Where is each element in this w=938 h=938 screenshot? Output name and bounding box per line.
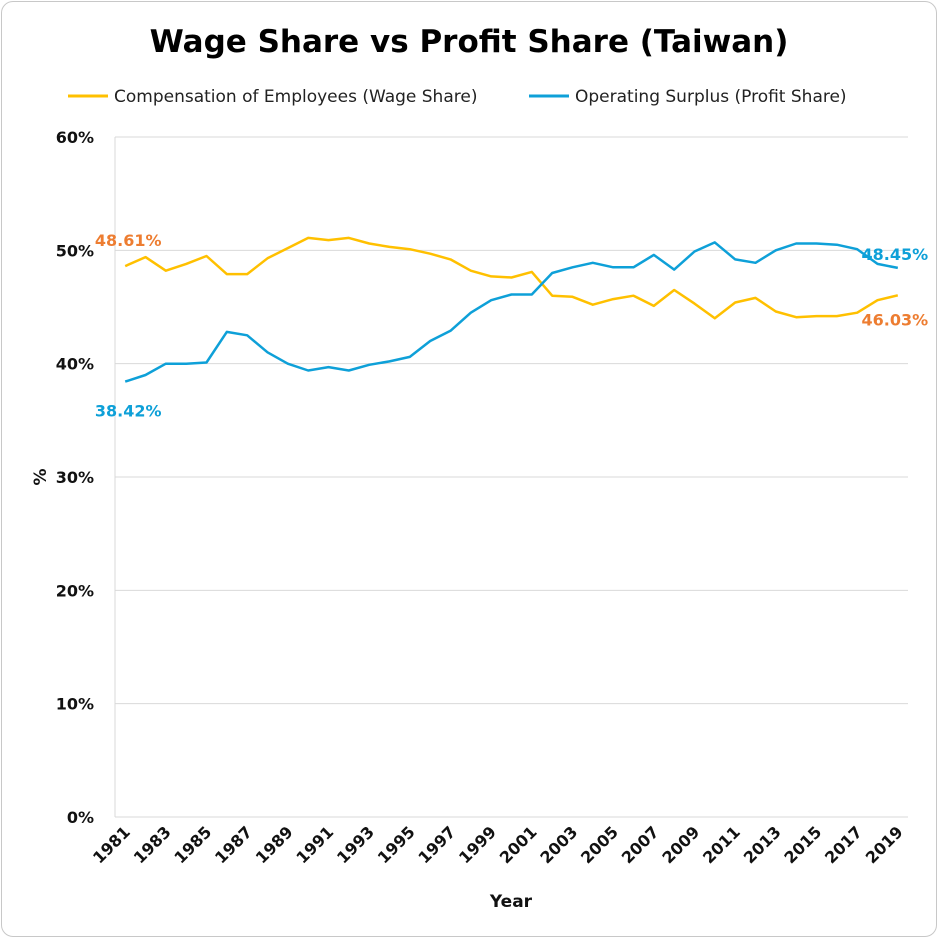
x-tick-label: 1989 [252,822,297,867]
series-line-wage [124,236,899,320]
x-tick-label: 2009 [658,822,703,867]
x-tick-label: 2007 [618,822,663,867]
x-tick-label: 2011 [699,822,744,867]
y-tick-label: 40% [56,355,94,374]
x-axis-title: Year [489,892,533,912]
y-tick-label: 20% [56,581,94,600]
y-tick-label: 60% [56,128,94,147]
data-label-first: 38.42% [95,402,162,421]
x-tick-label: 2013 [740,822,785,867]
x-tick-label: 1987 [211,822,256,867]
data-label-last: 48.45% [862,245,929,264]
x-tick-label: 1993 [333,822,378,867]
gridlines [114,136,908,818]
legend: Compensation of Employees (Wage Share) O… [68,87,847,107]
series-lines [124,236,899,383]
x-tick-label: 1985 [170,822,215,867]
x-tick-label: 1997 [414,822,459,867]
x-tick-label: 2019 [862,822,907,867]
x-tick-label: 1991 [292,822,337,867]
data-label-last: 46.03% [862,310,929,329]
y-tick-label: 10% [56,695,94,714]
x-tick-label: 2005 [577,822,622,867]
y-axis-ticks: 0% 10% 20% 30% 40% 50% 60% [56,128,94,827]
legend-label-profit: Operating Surplus (Profit Share) [575,87,847,107]
data-label-first: 48.61% [95,231,162,250]
x-tick-label: 1983 [130,822,175,867]
y-tick-label: 0% [67,808,94,827]
y-axis-title: % [31,468,51,485]
x-tick-label: 2015 [780,822,825,867]
x-tick-label: 1999 [455,822,500,867]
x-tick-label: 2017 [821,822,866,867]
series-line-profit [124,241,899,383]
x-tick-label: 2003 [536,822,581,867]
y-tick-label: 30% [56,468,94,487]
x-tick-label: 1981 [89,822,134,867]
y-tick-label: 50% [56,241,94,260]
x-tick-label: 1995 [374,822,419,867]
x-tick-label: 2001 [496,822,541,867]
chart-title: Wage Share vs Profit Share (Taiwan) [150,24,789,60]
x-axis-ticks: 1981198319851987198919911993199519971999… [89,822,907,867]
legend-label-wage: Compensation of Employees (Wage Share) [114,87,477,107]
data-labels: 48.61% 46.03% 38.42% 48.45% [95,231,928,420]
